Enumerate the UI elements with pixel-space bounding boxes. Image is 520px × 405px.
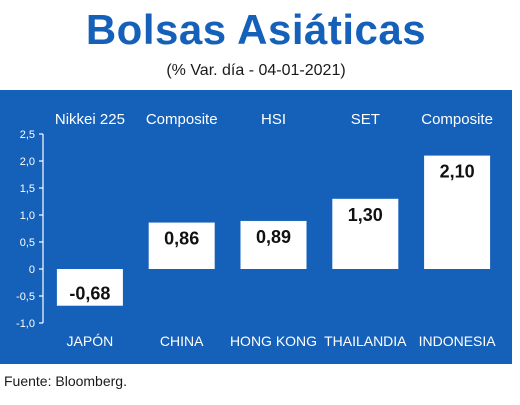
data-label: 0,86 (164, 229, 199, 249)
bar (240, 220, 307, 269)
index-name-label: SET (351, 111, 380, 128)
index-name-label: Composite (146, 111, 218, 128)
bar (148, 222, 215, 269)
y-tick-label: 2,5 (20, 129, 35, 141)
index-name-label: HSI (261, 111, 286, 128)
data-label: 2,10 (440, 162, 475, 182)
chart-frame: Bolsas Asiáticas (% Var. día - 04-01-202… (0, 0, 512, 364)
category-label: JAPÓN (67, 333, 114, 349)
source-note: Fuente: Bloomberg. (4, 373, 127, 389)
category-label: CHINA (160, 333, 204, 349)
category-label: THAILANDIA (324, 333, 407, 349)
category-label: HONG KONG (230, 333, 317, 349)
bar (424, 155, 491, 269)
y-tick-label: -0,5 (16, 291, 35, 303)
y-tick-label: 0 (29, 264, 35, 276)
bar-chart: -1,0 -0,5 0 0,5 1,0 1,5 2,0 2,5 -0,68 Nikkei 225 J… (16, 111, 497, 349)
index-name-label: Nikkei 225 (55, 111, 125, 128)
bar (332, 198, 399, 269)
chart-subtitle: (% Var. día - 04-01-2021) (166, 62, 346, 79)
data-label: 1,30 (348, 205, 383, 225)
y-tick-label: 2,0 (20, 156, 35, 168)
data-label: 0,89 (256, 227, 291, 247)
y-tick-label: 0,5 (20, 237, 35, 249)
title-box: Bolsas Asiáticas (% Var. día - 04-01-202… (0, 0, 512, 90)
y-tick-label: 1,5 (20, 183, 35, 195)
bar (56, 269, 123, 306)
data-label: -0,68 (69, 284, 110, 304)
y-tick-label: -1,0 (16, 318, 35, 330)
chart-title: Bolsas Asiáticas (85, 6, 427, 53)
category-label: INDONESIA (419, 333, 497, 349)
index-name-label: Composite (421, 111, 493, 128)
y-tick-label: 1,0 (20, 210, 35, 222)
